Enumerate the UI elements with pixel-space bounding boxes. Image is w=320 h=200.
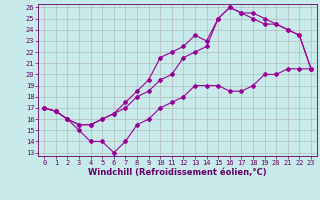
X-axis label: Windchill (Refroidissement éolien,°C): Windchill (Refroidissement éolien,°C) bbox=[88, 168, 267, 177]
